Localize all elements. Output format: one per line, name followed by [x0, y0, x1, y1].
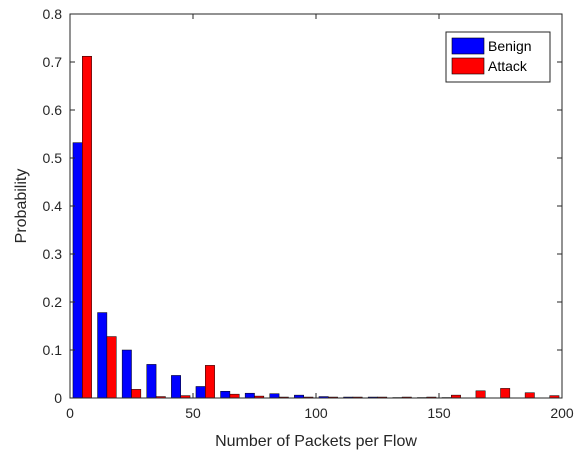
- ticks-layer: 0 50 100 150 200 0 0.1 0.2 0.3 0.4 0.5 0.6 0.7 0.8: [43, 6, 574, 421]
- x-tick-label-200: 200: [550, 405, 574, 421]
- x-tick-label-100: 100: [304, 405, 328, 421]
- bar-attack-175: [500, 388, 511, 399]
- bar-benign-75: [244, 392, 255, 399]
- bar-attack-165: [475, 390, 486, 399]
- bar-benign-5: [72, 142, 83, 399]
- x-tick-label-150: 150: [427, 405, 451, 421]
- y-tick-label-0.1: 0.1: [43, 342, 63, 358]
- x-tick-label-50: 50: [185, 405, 201, 421]
- y-tick-label-0.3: 0.3: [43, 246, 63, 262]
- legend-label-benign: Benign: [488, 38, 532, 54]
- bar-benign-25: [121, 349, 132, 399]
- y-tick-label-0.5: 0.5: [43, 150, 63, 166]
- bar-attack-65: [229, 393, 240, 399]
- y-tick-label-0.4: 0.4: [43, 198, 63, 214]
- y-tick-label-0.2: 0.2: [43, 294, 63, 310]
- legend-label-attack: Attack: [488, 58, 528, 74]
- bar-benign-35: [146, 364, 157, 399]
- y-tick-label-0.6: 0.6: [43, 102, 63, 118]
- bar-attack-185: [524, 392, 535, 399]
- y-tick-label-0: 0: [54, 390, 62, 406]
- y-tick-label-0.7: 0.7: [43, 54, 63, 70]
- bar-benign-65: [220, 391, 231, 399]
- legend: Benign Attack: [445, 31, 551, 83]
- bar-benign-45: [171, 375, 181, 399]
- x-tick-label-0: 0: [66, 405, 74, 421]
- legend-swatch-attack: [451, 57, 485, 75]
- y-axis-label: Probability: [13, 169, 30, 244]
- bar-attack-5: [82, 55, 92, 399]
- x-axis-label: Number of Packets per Flow: [215, 433, 417, 450]
- bar-attack-25: [131, 389, 142, 399]
- bar-benign-15: [97, 312, 108, 399]
- bar-attack-55: [205, 365, 215, 399]
- bar-benign-85: [269, 393, 280, 399]
- bar-attack-15: [106, 336, 117, 399]
- bar-benign-55: [195, 386, 206, 399]
- y-tick-label-0.8: 0.8: [43, 6, 63, 22]
- legend-swatch-benign: [451, 37, 485, 55]
